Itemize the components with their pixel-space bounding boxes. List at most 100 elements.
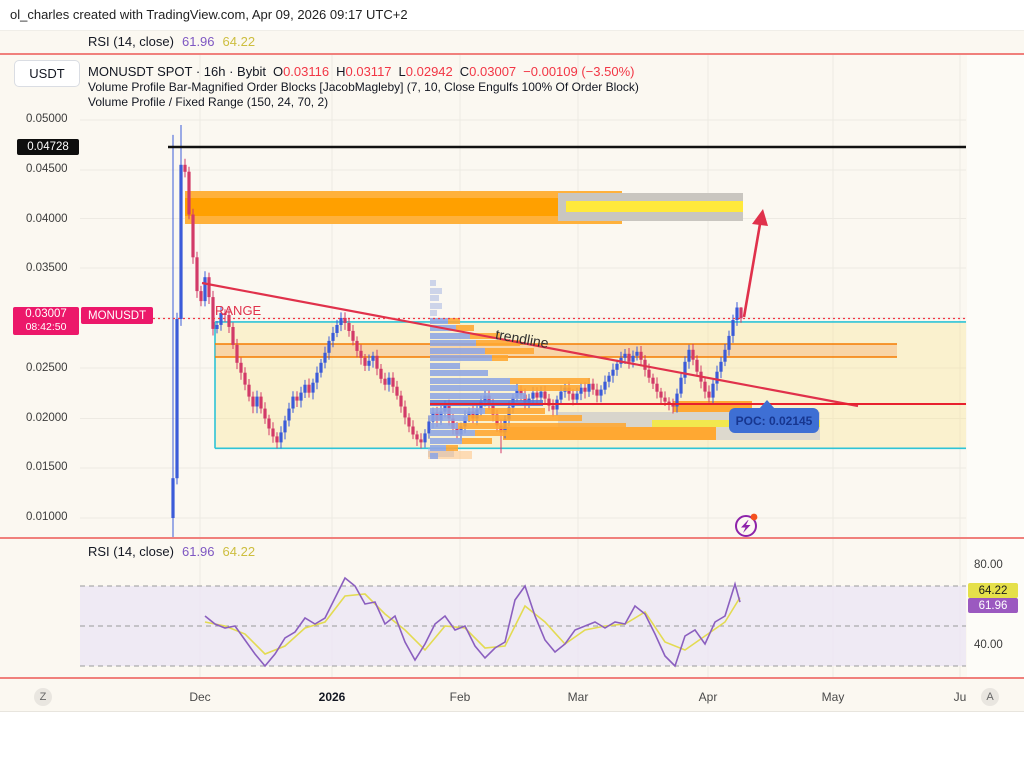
pane-separator-middle[interactable]	[0, 537, 1024, 539]
indicator-legend-orderblocks[interactable]: Volume Profile Bar-Magnified Order Block…	[88, 80, 639, 94]
price-axis-label: 0.01000	[26, 511, 68, 523]
rsi-pane-legend[interactable]: RSI (14, close) 61.96 64.22	[88, 544, 255, 559]
supply-band-fill[interactable]	[215, 344, 897, 357]
change-value: −0.00109 (−3.50%)	[523, 64, 635, 79]
candle	[175, 312, 179, 485]
candle	[671, 398, 675, 414]
candle	[407, 413, 411, 433]
order-block	[566, 201, 743, 212]
candle	[295, 391, 299, 407]
ohlc-key: O	[272, 64, 284, 79]
profile-bar-blue	[430, 393, 526, 399]
current-price-badge: 0.03007 08:42:50	[13, 307, 79, 335]
time-axis-label: May	[821, 690, 845, 704]
candle	[271, 422, 275, 443]
profile-bar-blue	[430, 340, 476, 346]
axis-bottom-border	[0, 711, 1024, 712]
candle	[635, 346, 639, 361]
ohlc-key: H	[336, 64, 346, 79]
profile-bar-orange	[430, 415, 582, 421]
rsi-legend-label: RSI (14, close)	[88, 34, 174, 49]
candle	[707, 385, 711, 403]
candle	[291, 391, 295, 413]
range-annotation-label[interactable]: RANGE	[215, 303, 262, 318]
candle	[335, 319, 339, 338]
candle	[387, 372, 391, 392]
flash-boost-icon[interactable]	[735, 513, 758, 537]
candle	[427, 415, 431, 439]
profile-bar-blue	[430, 385, 518, 391]
candle	[375, 349, 379, 376]
candle	[351, 325, 355, 346]
candle	[683, 356, 687, 384]
profile-bar-blue	[430, 453, 438, 459]
candle	[703, 377, 707, 399]
candle	[551, 399, 555, 417]
ohlc-val: 0.02942	[405, 64, 453, 79]
ohlc-val: 0.03007	[469, 64, 517, 79]
candle	[251, 391, 255, 414]
candle	[183, 158, 187, 178]
rsi-value-purple: 61.96	[181, 544, 215, 559]
candle	[243, 367, 247, 391]
candle	[599, 385, 603, 403]
top-rsi-legend[interactable]: RSI (14, close) 61.96 64.22	[88, 34, 255, 49]
profile-bar-blue	[430, 430, 475, 436]
chart-legend-title[interactable]: MONUSDT SPOT · 16h · Bybit O0.03116 H0.031…	[88, 64, 634, 79]
time-axis-marker: Z	[34, 688, 52, 706]
candle	[659, 387, 663, 405]
poc-callout-badge[interactable]: POC: 0.02145	[729, 400, 819, 433]
profile-bar-orange	[430, 423, 626, 429]
profile-bar-blue	[430, 295, 439, 301]
candle	[247, 379, 251, 402]
time-axis-label: Feb	[449, 690, 471, 704]
profile-bar-blue	[430, 445, 446, 451]
symbol-search-box[interactable]: USDT	[14, 60, 80, 87]
candle	[179, 125, 183, 326]
candle	[383, 372, 387, 391]
candle	[415, 430, 419, 446]
order-block	[428, 451, 472, 459]
rsi-value-yellow: 64.22	[222, 34, 256, 49]
candle	[311, 378, 315, 400]
candle	[187, 166, 191, 220]
pane-separator-bottom[interactable]	[0, 677, 1024, 679]
black-line-price-badge: 0.04728	[17, 139, 79, 155]
profile-bar-blue	[430, 363, 460, 369]
rsi-ma-line	[204, 593, 741, 655]
profile-bar-orange	[430, 408, 545, 414]
attribution-bar: ol_charles created with TradingView.com,…	[0, 0, 1024, 31]
candle	[687, 344, 691, 369]
candle	[363, 354, 367, 371]
right-strip-bg	[967, 53, 1024, 677]
pane-separator-top[interactable]	[0, 53, 1024, 55]
attribution-text: ol_charles created with TradingView.com,…	[10, 7, 408, 22]
profile-bar-blue	[430, 423, 458, 429]
indicator-legend-volumeprofile[interactable]: Volume Profile / Fixed Range (150, 24, 7…	[88, 95, 329, 109]
candle	[315, 366, 319, 390]
countdown-timer: 08:42:50	[25, 321, 67, 333]
profile-bar-blue	[430, 303, 442, 309]
candle	[307, 378, 311, 398]
candle	[547, 393, 551, 412]
candle	[639, 346, 643, 367]
profile-bar-blue	[430, 438, 462, 444]
candle	[627, 348, 631, 369]
profile-bar-blue	[430, 370, 488, 376]
candle	[239, 357, 243, 380]
price-axis-label: 0.04000	[26, 212, 68, 225]
projection-arrow-head	[752, 209, 768, 226]
time-axis-label: Dec	[189, 690, 211, 704]
candle	[727, 330, 731, 356]
rsi-ma-value-badge: 64.22	[968, 583, 1018, 598]
candle	[591, 378, 595, 395]
candle	[327, 336, 331, 360]
price-axis-label: 0.04500	[26, 162, 68, 175]
projection-arrow-line[interactable]	[742, 223, 762, 318]
descending-trendline[interactable]	[201, 281, 859, 408]
rsi-axis-80: 80.00	[974, 559, 1003, 571]
candle	[331, 326, 335, 348]
profile-bar-blue	[430, 318, 448, 324]
